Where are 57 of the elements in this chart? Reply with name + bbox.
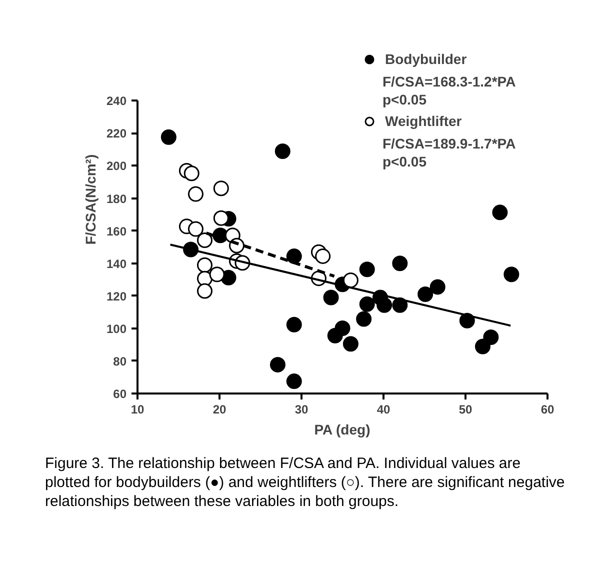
point [483,329,499,345]
point [430,279,446,295]
point [184,166,200,182]
x-tick-label: 50 [458,402,472,416]
point [286,374,302,390]
x-tick-label: 30 [294,402,308,416]
point [504,266,520,282]
legend-label: Bodybuilder [385,50,467,69]
point [356,311,372,327]
point [474,338,490,354]
y-tick-label: 220 [106,126,127,141]
point [492,204,508,220]
point [270,356,286,372]
y-axis-title: F/CSA(N/cm²) [82,154,98,245]
y-tick-label: 80 [113,354,127,368]
y-tick-label: 100 [106,322,127,336]
x-tick-label: 10 [130,402,144,416]
y-tick-label: 160 [106,224,127,238]
point [315,248,331,264]
point [196,232,212,248]
point [209,266,225,282]
x-tick-label: 20 [212,402,226,416]
x-axis-title: PA (deg) [314,422,370,438]
caption: Figure 3. The relationship between F/CSA and PA. Individual values are plotted for bodybuilders (●) and weightlifters (○). There are significant negative relationships between these variables in both groups. [45,455,565,512]
point [418,286,434,302]
point [342,272,358,288]
legend-label: Weightlifter [385,112,462,131]
x-tick-label: 60 [540,402,554,416]
point [196,283,212,299]
annotation: p<0.05 [382,154,427,170]
y-tick-label: 180 [106,192,127,206]
point [160,129,176,145]
annotation: F/CSA=189.9-1.7*PA [382,136,516,152]
point [376,297,392,313]
y-tick-label: 240 [106,94,127,108]
point [342,336,358,352]
point [213,180,229,196]
point [286,248,302,264]
point [359,262,375,278]
point [323,290,339,306]
y-tick-label: 200 [106,159,127,174]
annotation: p<0.05 [382,92,427,108]
point [274,144,290,159]
y-tick-label: 60 [113,387,127,401]
point [213,210,229,226]
point [188,221,204,237]
point [334,320,350,336]
y-tick-label: 120 [106,289,127,304]
point [359,296,375,312]
point [392,256,408,272]
point [392,297,408,313]
x-tick-label: 40 [376,402,390,416]
point [286,316,302,332]
point [196,257,212,273]
y-tick-label: 140 [106,256,127,271]
point [188,186,204,202]
text: F/CSA=168.3-1.2*PA [382,74,516,90]
